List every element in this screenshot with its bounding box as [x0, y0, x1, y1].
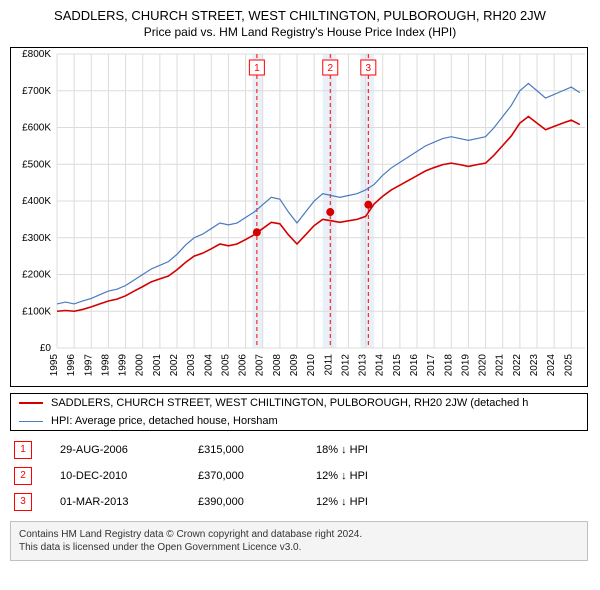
- svg-text:2023: 2023: [529, 354, 540, 377]
- svg-text:2013: 2013: [358, 354, 369, 377]
- svg-text:2010: 2010: [306, 354, 317, 377]
- svg-text:2002: 2002: [169, 354, 180, 377]
- svg-text:2016: 2016: [409, 354, 420, 377]
- transaction-delta: 12% ↓ HPI: [316, 496, 416, 508]
- transaction-price: £390,000: [198, 496, 288, 508]
- transaction-price: £370,000: [198, 470, 288, 482]
- svg-text:2000: 2000: [135, 354, 146, 377]
- svg-text:£500K: £500K: [22, 159, 51, 170]
- transaction-date: 01-MAR-2013: [60, 496, 170, 508]
- svg-text:£100K: £100K: [22, 306, 51, 317]
- legend-item: HPI: Average price, detached house, Hors…: [11, 412, 587, 430]
- footer-line-2: This data is licensed under the Open Gov…: [19, 541, 579, 554]
- legend-item: SADDLERS, CHURCH STREET, WEST CHILTINGTO…: [11, 394, 587, 412]
- transaction-date: 29-AUG-2006: [60, 444, 170, 456]
- transaction-price: £315,000: [198, 444, 288, 456]
- svg-text:£200K: £200K: [22, 270, 51, 281]
- svg-text:2014: 2014: [375, 354, 386, 377]
- svg-text:2017: 2017: [426, 354, 437, 377]
- svg-text:2020: 2020: [478, 354, 489, 377]
- svg-text:2001: 2001: [152, 354, 163, 377]
- transaction-row: 2 10-DEC-2010 £370,000 12% ↓ HPI: [10, 463, 588, 489]
- svg-text:1998: 1998: [100, 354, 111, 377]
- svg-text:2018: 2018: [443, 354, 454, 377]
- transaction-table: 1 29-AUG-2006 £315,000 18% ↓ HPI 2 10-DEC-201…: [10, 437, 588, 515]
- footer-attribution: Contains HM Land Registry data © Crown c…: [10, 521, 588, 561]
- transaction-delta: 18% ↓ HPI: [316, 444, 416, 456]
- svg-text:1: 1: [254, 63, 260, 74]
- svg-text:2003: 2003: [186, 354, 197, 377]
- svg-text:1996: 1996: [66, 354, 77, 377]
- svg-text:2024: 2024: [546, 354, 557, 377]
- svg-text:2021: 2021: [495, 354, 506, 377]
- chart-container: SADDLERS, CHURCH STREET, WEST CHILTINGTO…: [0, 0, 600, 571]
- transaction-row: 3 01-MAR-2013 £390,000 12% ↓ HPI: [10, 489, 588, 515]
- chart-subtitle: Price paid vs. HM Land Registry's House …: [10, 25, 590, 39]
- footer-line-1: Contains HM Land Registry data © Crown c…: [19, 528, 579, 541]
- legend-swatch: [19, 421, 43, 422]
- svg-text:1995: 1995: [49, 354, 60, 377]
- svg-text:2025: 2025: [563, 354, 574, 377]
- chart-plot-area: £0 £100K £200K £300K £400K £500K £600K £700K £80…: [10, 47, 588, 387]
- transaction-marker: 3: [14, 493, 32, 511]
- svg-text:1997: 1997: [83, 354, 94, 377]
- svg-text:£600K: £600K: [22, 123, 51, 134]
- transaction-delta: 12% ↓ HPI: [316, 470, 416, 482]
- svg-text:£700K: £700K: [22, 86, 51, 97]
- legend-swatch: [19, 402, 43, 404]
- svg-text:2007: 2007: [255, 354, 266, 377]
- svg-text:£300K: £300K: [22, 233, 51, 244]
- transaction-date: 10-DEC-2010: [60, 470, 170, 482]
- svg-text:2004: 2004: [203, 354, 214, 377]
- legend-label: SADDLERS, CHURCH STREET, WEST CHILTINGTO…: [51, 397, 528, 409]
- svg-text:2011: 2011: [323, 354, 334, 376]
- svg-text:2019: 2019: [460, 354, 471, 377]
- chart-title: SADDLERS, CHURCH STREET, WEST CHILTINGTO…: [10, 8, 590, 23]
- svg-text:2015: 2015: [392, 354, 403, 377]
- svg-text:£0: £0: [40, 343, 52, 354]
- transaction-row: 1 29-AUG-2006 £315,000 18% ↓ HPI: [10, 437, 588, 463]
- svg-text:2012: 2012: [340, 354, 351, 377]
- transaction-marker: 2: [14, 467, 32, 485]
- legend-box: SADDLERS, CHURCH STREET, WEST CHILTINGTO…: [10, 393, 588, 431]
- svg-text:2009: 2009: [289, 354, 300, 377]
- svg-text:2006: 2006: [238, 354, 249, 377]
- svg-text:2005: 2005: [220, 354, 231, 377]
- svg-text:1999: 1999: [118, 354, 129, 377]
- svg-text:2022: 2022: [512, 354, 523, 377]
- svg-text:£400K: £400K: [22, 196, 51, 207]
- transaction-marker: 1: [14, 441, 32, 459]
- chart-svg: £0 £100K £200K £300K £400K £500K £600K £700K £80…: [11, 48, 589, 388]
- svg-text:3: 3: [366, 63, 372, 74]
- legend-label: HPI: Average price, detached house, Hors…: [51, 415, 278, 427]
- svg-text:2008: 2008: [272, 354, 283, 377]
- svg-text:£800K: £800K: [22, 49, 51, 60]
- svg-text:2: 2: [327, 63, 333, 74]
